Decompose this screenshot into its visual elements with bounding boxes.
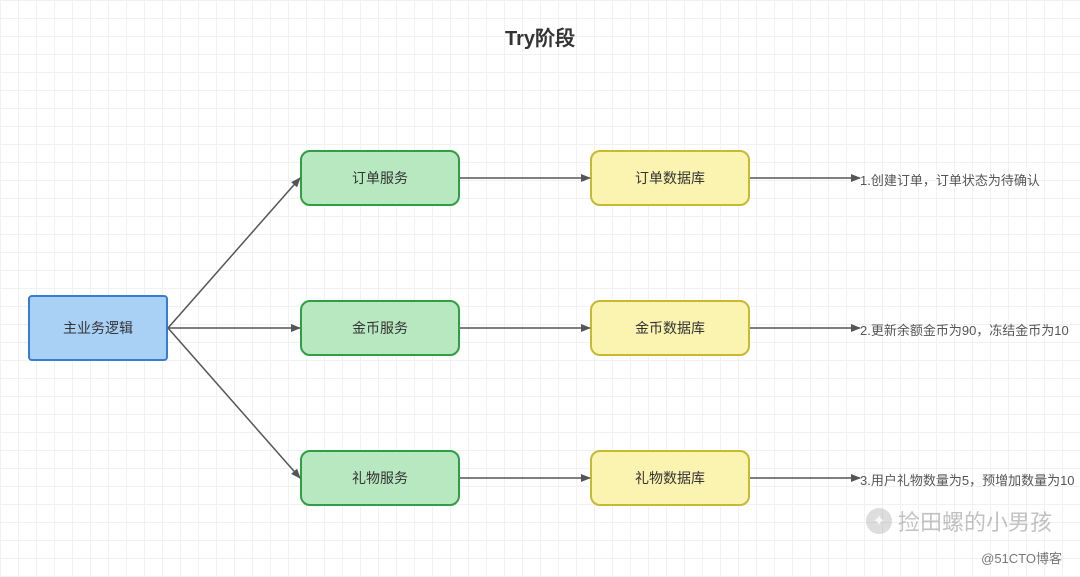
node-main-business-logic: 主业务逻辑 xyxy=(28,295,168,361)
node-coin-database: 金币数据库 xyxy=(590,300,750,356)
node-label: 礼物数据库 xyxy=(635,468,705,488)
watermark-text: 捡田螺的小男孩 xyxy=(898,505,1052,537)
node-label: 礼物服务 xyxy=(352,468,408,488)
annotation-3: 3.用户礼物数量为5，预增加数量为10 xyxy=(860,470,1075,489)
watermark-cn: ✦ 捡田螺的小男孩 xyxy=(866,505,1052,537)
wechat-icon: ✦ xyxy=(866,508,892,534)
node-label: 金币数据库 xyxy=(635,318,705,338)
node-order-service: 订单服务 xyxy=(300,150,460,206)
annotation-1: 1.创建订单，订单状态为待确认 xyxy=(860,170,1040,189)
node-label: 订单数据库 xyxy=(635,168,705,188)
node-label: 订单服务 xyxy=(352,168,408,188)
node-order-database: 订单数据库 xyxy=(590,150,750,206)
grid-background xyxy=(0,0,1080,577)
annotation-2: 2.更新余额金币为90，冻结金币为10 xyxy=(860,320,1069,339)
node-label: 金币服务 xyxy=(352,318,408,338)
watermark-author: @51CTO博客 xyxy=(981,548,1062,567)
node-coin-service: 金币服务 xyxy=(300,300,460,356)
diagram-title: Try阶段 xyxy=(505,22,575,51)
node-label: 主业务逻辑 xyxy=(63,318,133,338)
node-gift-database: 礼物数据库 xyxy=(590,450,750,506)
node-gift-service: 礼物服务 xyxy=(300,450,460,506)
